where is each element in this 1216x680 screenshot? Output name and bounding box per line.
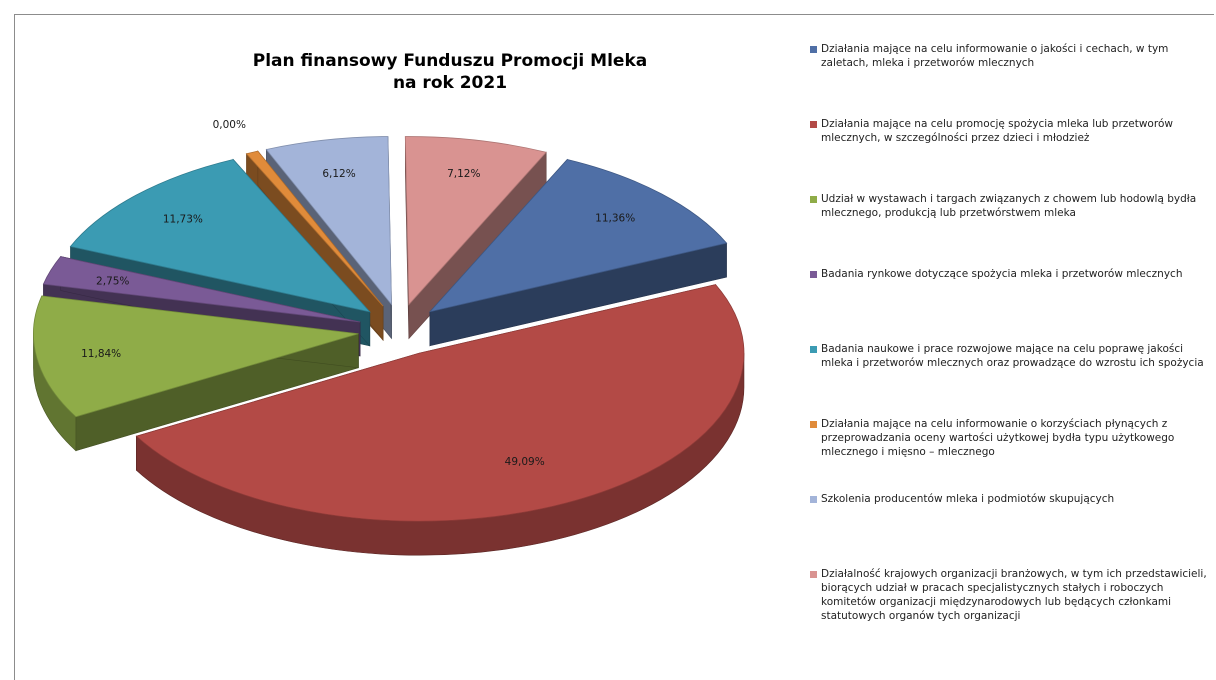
legend-label-8: Działalność krajowych organizacji branżo… xyxy=(821,568,1207,622)
legend-label-1: Działania mające na celu informowanie o … xyxy=(821,43,1169,69)
data-label-6: 0,00% xyxy=(213,119,246,131)
chart-title-line-2: na rok 2021 xyxy=(392,73,508,93)
legend-label-4: Badania rynkowe dotyczące spożycia mleka… xyxy=(821,268,1183,280)
legend-label-5: Badania naukowe i prace rozwojowe mające… xyxy=(821,343,1204,369)
pie-slice-top-1 xyxy=(428,159,728,313)
chart-title-line-1: Plan finansowy Funduszu Promocji Mleka xyxy=(252,51,648,71)
pie-slice-top-2 xyxy=(135,284,745,522)
pie-slice-top-8 xyxy=(404,136,547,306)
legend-swatch-4 xyxy=(810,271,817,278)
pie-slice-top-5 xyxy=(69,159,371,313)
data-label-1: 11,36% xyxy=(595,212,635,224)
data-label-5: 11,73% xyxy=(163,213,203,225)
legend-swatch-6 xyxy=(810,421,817,428)
legend-swatch-5 xyxy=(810,346,817,353)
legend-swatch-7 xyxy=(810,496,817,503)
pie-slice-3 xyxy=(33,295,359,452)
legend-swatch-2 xyxy=(810,121,817,128)
data-label-8: 7,12% xyxy=(447,168,480,180)
data-label-4: 2,75% xyxy=(96,276,129,288)
legend-label-2: Działania mające na celu promocję spożyc… xyxy=(821,118,1173,144)
legend-swatch-8 xyxy=(810,571,817,578)
pie-slice-top-6 xyxy=(245,150,384,307)
chart-title: Plan finansowy Funduszu Promocji Mleka n… xyxy=(200,50,700,94)
legend-swatch-1 xyxy=(810,46,817,53)
pie-slice-top-4 xyxy=(42,256,361,323)
chart-frame xyxy=(14,14,1214,680)
data-label-2: 49,09% xyxy=(505,456,545,468)
pie-slice-top-3 xyxy=(33,295,359,418)
legend-label-7: Szkolenia producentów mleka i podmiotów … xyxy=(821,493,1115,505)
legend-label-6: Działania mające na celu informowanie o … xyxy=(821,418,1175,458)
legend-label-3: Udział w wystawach i targach związanych … xyxy=(821,193,1197,219)
pie-slice-2 xyxy=(135,284,745,556)
pie-chart: 11,36% 49,09% 11,84% 2,75% 11,73% 0,00% 6,12% 7… xyxy=(33,119,745,556)
legend-swatch-3 xyxy=(810,196,817,203)
pie-slice-top-7 xyxy=(265,136,392,306)
data-label-3: 11,84% xyxy=(81,348,121,360)
pie-slice-1 xyxy=(428,158,728,347)
data-label-7: 6,12% xyxy=(322,168,355,180)
